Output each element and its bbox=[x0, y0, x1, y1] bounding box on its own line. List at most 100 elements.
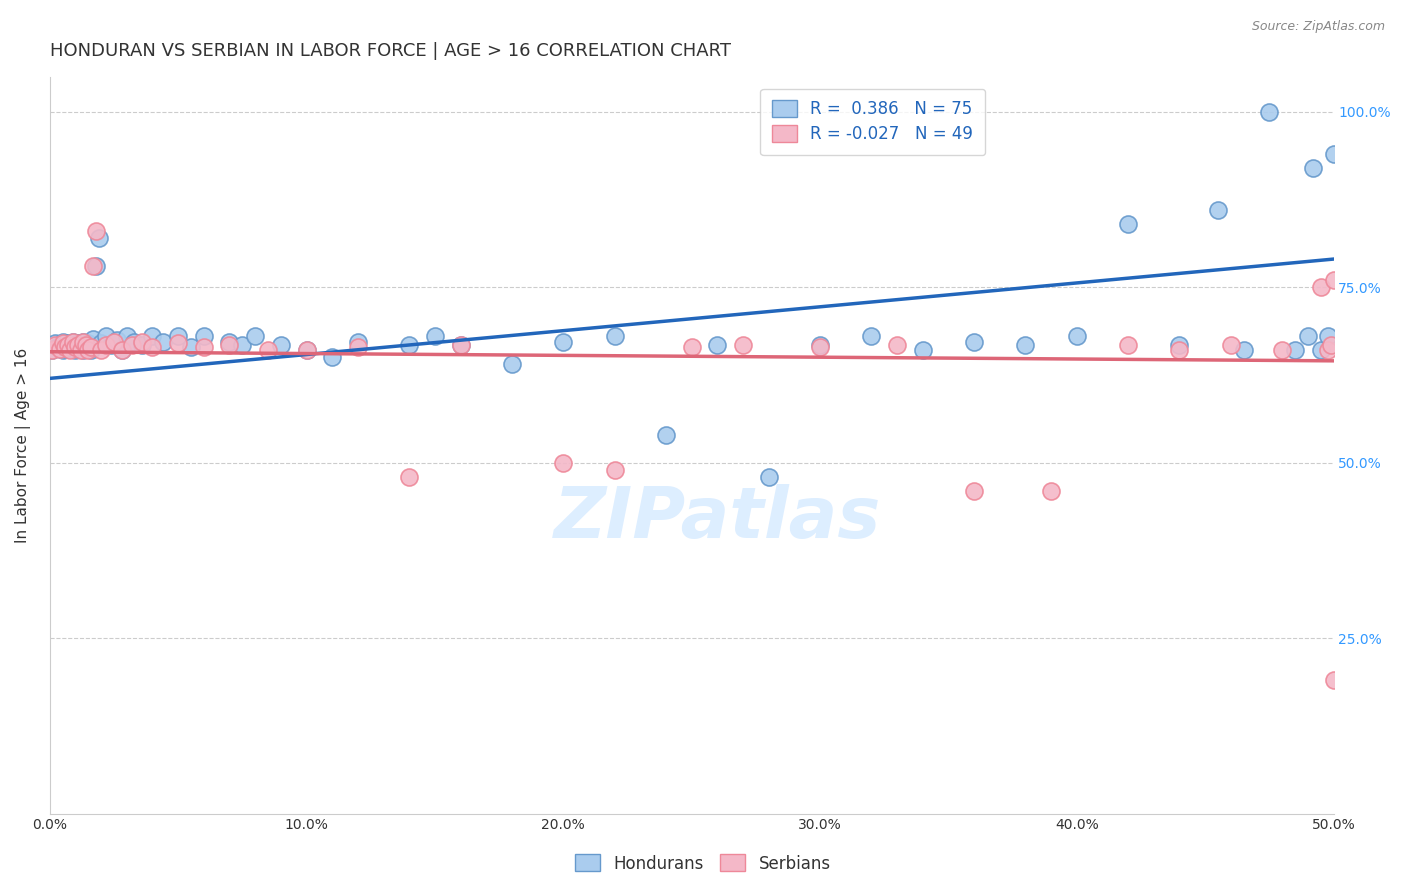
Point bbox=[59, 336, 82, 351]
Point bbox=[53, 340, 76, 354]
Point bbox=[141, 340, 163, 354]
Point bbox=[911, 343, 934, 358]
Point bbox=[1309, 343, 1331, 358]
Point bbox=[52, 334, 75, 349]
Point bbox=[77, 336, 100, 351]
Point bbox=[398, 337, 420, 351]
Point bbox=[398, 469, 420, 483]
Point bbox=[75, 340, 97, 354]
Text: ZIPatlas: ZIPatlas bbox=[554, 484, 882, 553]
Point bbox=[66, 336, 89, 351]
Point bbox=[553, 456, 575, 470]
Point bbox=[1322, 273, 1344, 287]
Point bbox=[124, 334, 146, 349]
Point bbox=[501, 357, 523, 371]
Point bbox=[131, 337, 153, 351]
Point bbox=[65, 343, 87, 358]
Point bbox=[115, 329, 138, 343]
Point bbox=[152, 334, 174, 349]
Point bbox=[706, 337, 728, 351]
Point bbox=[1040, 483, 1063, 498]
Point bbox=[44, 336, 66, 351]
Point bbox=[553, 334, 575, 349]
Point bbox=[295, 343, 318, 358]
Point bbox=[1066, 329, 1088, 343]
Point bbox=[193, 329, 215, 343]
Point bbox=[69, 342, 91, 356]
Point bbox=[450, 337, 472, 351]
Point bbox=[96, 337, 118, 351]
Point bbox=[56, 337, 79, 351]
Point bbox=[66, 340, 89, 354]
Point bbox=[321, 351, 343, 365]
Point bbox=[1206, 202, 1229, 217]
Point bbox=[46, 340, 69, 354]
Point bbox=[84, 259, 107, 273]
Point bbox=[56, 342, 79, 356]
Point bbox=[59, 343, 82, 358]
Point bbox=[77, 337, 100, 351]
Legend: R =  0.386   N = 75, R = -0.027   N = 49: R = 0.386 N = 75, R = -0.027 N = 49 bbox=[761, 88, 986, 155]
Point bbox=[131, 334, 153, 349]
Point bbox=[450, 337, 472, 351]
Point bbox=[65, 337, 87, 351]
Point bbox=[243, 329, 266, 343]
Point bbox=[80, 343, 103, 358]
Point bbox=[423, 329, 446, 343]
Point bbox=[62, 334, 84, 349]
Point bbox=[62, 334, 84, 349]
Point bbox=[82, 332, 104, 346]
Point bbox=[72, 334, 94, 349]
Point bbox=[655, 427, 678, 442]
Point bbox=[808, 337, 831, 351]
Point bbox=[49, 342, 72, 356]
Point bbox=[1014, 337, 1036, 351]
Point bbox=[167, 336, 190, 351]
Point bbox=[82, 259, 104, 273]
Point bbox=[1322, 146, 1344, 161]
Point bbox=[52, 343, 75, 358]
Point bbox=[103, 334, 125, 349]
Text: HONDURAN VS SERBIAN IN LABOR FORCE | AGE > 16 CORRELATION CHART: HONDURAN VS SERBIAN IN LABOR FORCE | AGE… bbox=[49, 42, 731, 60]
Point bbox=[80, 340, 103, 354]
Point bbox=[1219, 337, 1241, 351]
Point bbox=[860, 329, 883, 343]
Point bbox=[87, 231, 110, 245]
Point bbox=[1317, 329, 1340, 343]
Point bbox=[77, 343, 100, 358]
Point bbox=[1322, 673, 1344, 688]
Point bbox=[347, 340, 370, 354]
Point bbox=[1302, 161, 1324, 175]
Point bbox=[808, 340, 831, 354]
Point bbox=[1284, 343, 1306, 358]
Point bbox=[218, 334, 240, 349]
Point bbox=[62, 337, 84, 351]
Point bbox=[90, 336, 112, 351]
Point bbox=[963, 483, 986, 498]
Point bbox=[1116, 337, 1139, 351]
Point bbox=[1271, 343, 1294, 358]
Point bbox=[193, 340, 215, 354]
Point bbox=[167, 329, 190, 343]
Point bbox=[65, 340, 87, 354]
Point bbox=[44, 337, 66, 351]
Point bbox=[963, 334, 986, 349]
Point bbox=[295, 343, 318, 358]
Legend: Hondurans, Serbians: Hondurans, Serbians bbox=[568, 847, 838, 880]
Point bbox=[1317, 343, 1340, 358]
Point bbox=[121, 337, 143, 351]
Point bbox=[270, 337, 292, 351]
Point bbox=[1296, 329, 1319, 343]
Point bbox=[886, 337, 908, 351]
Point bbox=[111, 343, 134, 358]
Point bbox=[69, 343, 91, 358]
Point bbox=[41, 343, 63, 358]
Y-axis label: In Labor Force | Age > 16: In Labor Force | Age > 16 bbox=[15, 348, 31, 542]
Point bbox=[758, 469, 780, 483]
Point bbox=[681, 340, 703, 354]
Point bbox=[96, 329, 118, 343]
Point bbox=[105, 333, 128, 347]
Point bbox=[53, 340, 76, 354]
Point bbox=[603, 329, 626, 343]
Point bbox=[1168, 343, 1191, 358]
